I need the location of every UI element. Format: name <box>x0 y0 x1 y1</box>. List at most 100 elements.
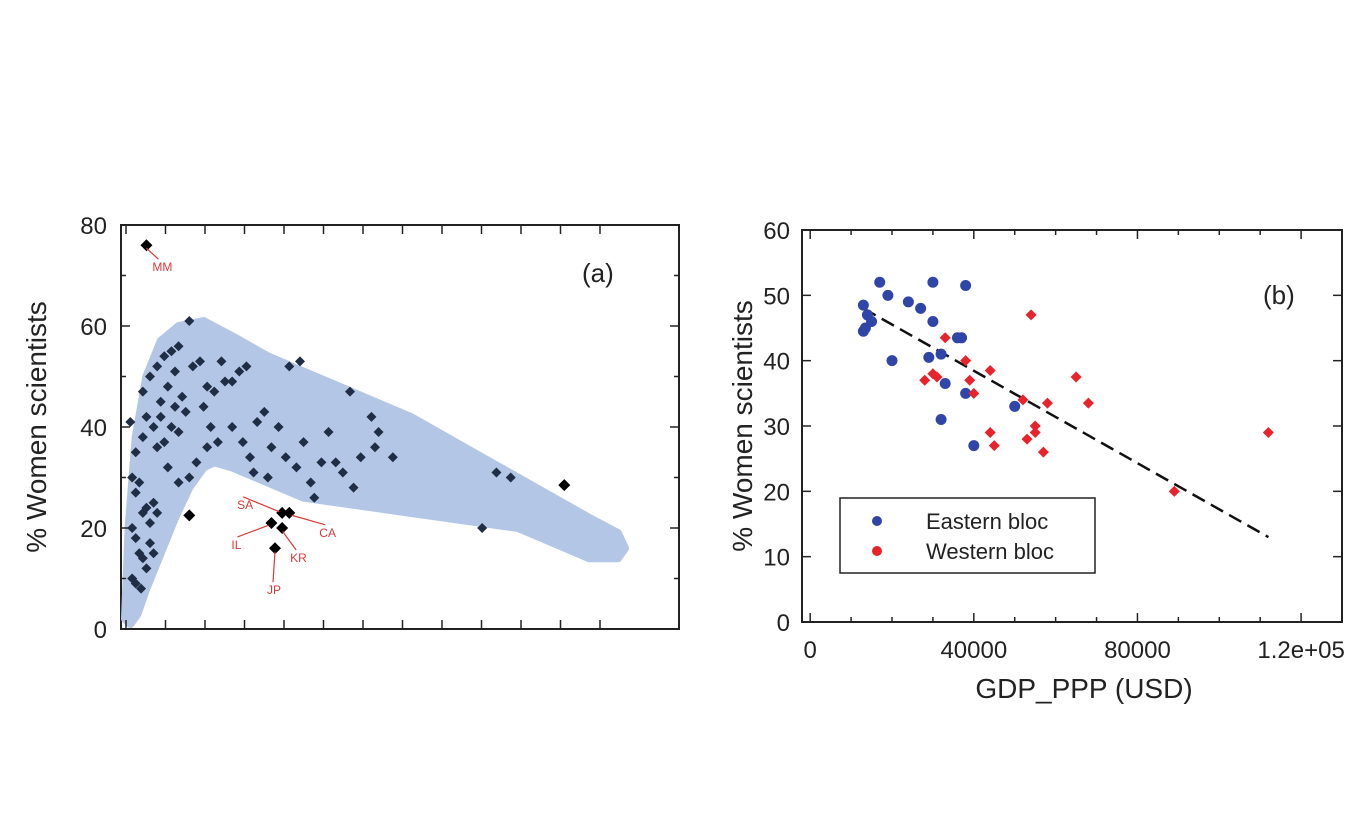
panel-a-point <box>127 523 138 533</box>
panel-a-annotation: MM <box>152 260 172 274</box>
panel-a-point <box>227 376 238 387</box>
panel-a-point <box>130 447 141 458</box>
panel-a-label: (a) <box>582 258 614 288</box>
panel-b-label: (b) <box>1263 280 1295 310</box>
panel-a-annotation: IL <box>231 538 241 552</box>
panel-a-point <box>173 477 184 488</box>
panel-b-ticks: 0 10 20 30 40 50 60 0 40000 80000 1.2e+05 <box>763 218 1345 664</box>
panel-b-point-eastern <box>968 440 980 452</box>
panel-a-point <box>152 507 163 518</box>
panel-a-point <box>184 472 195 483</box>
legend-label-western: Western bloc <box>926 539 1054 564</box>
panel-a-point <box>273 422 284 432</box>
panel-a-point <box>127 472 138 483</box>
panel-a-point <box>180 406 191 417</box>
panel-b-point-eastern <box>915 302 927 314</box>
panel-b-xtick-label: 1.2e+05 <box>1257 637 1344 664</box>
panel-b-xtick-label: 0 <box>804 637 817 664</box>
panel-b-point-eastern <box>939 378 951 390</box>
panel-b-point-eastern <box>882 289 894 301</box>
panel-a-point <box>366 411 377 422</box>
panel-b-point-western <box>1070 371 1082 383</box>
panel-a-highlight-point <box>276 506 289 519</box>
panel-a-point <box>162 381 173 392</box>
panel-a-point <box>148 497 159 508</box>
panel-a-point <box>316 457 327 468</box>
panel-a-point <box>373 427 384 438</box>
panel-a-point <box>195 356 205 367</box>
panel-a-point <box>141 502 152 513</box>
panel-a-points <box>125 315 516 594</box>
panel-a-point <box>248 467 259 478</box>
panel-a-highlight-point <box>558 479 571 492</box>
panel-b-point-eastern <box>1009 400 1021 412</box>
panel-b-point-eastern <box>927 315 939 327</box>
panel-a-annotation-arrow <box>237 524 269 538</box>
panel-a-ylabel: % Women scientists <box>21 301 52 553</box>
panel-b-point-western <box>1082 397 1094 409</box>
panel-a-point <box>166 422 177 432</box>
panel-b-point-western <box>984 364 996 376</box>
panel-b-ytick-label: 0 <box>777 610 790 637</box>
panel-b-point-eastern <box>927 276 939 288</box>
panel-a-point <box>177 391 188 402</box>
panel-b-ytick-label: 10 <box>763 545 790 572</box>
panel-a-point <box>245 452 255 463</box>
panel-a-point <box>130 578 141 589</box>
panel-b-points <box>857 276 1274 497</box>
panel-a-band <box>121 317 629 628</box>
panel-b-point-western <box>1021 433 1033 445</box>
panel-a-point <box>137 432 148 443</box>
panel-a-point <box>370 442 380 453</box>
panel-a-point <box>170 401 180 412</box>
panel-b-point-western <box>960 355 972 367</box>
panel-b-point-western <box>984 427 996 439</box>
panel-b-ytick-label: 50 <box>763 283 790 310</box>
panel-b-ytick-label: 40 <box>763 349 790 376</box>
panel-a-point <box>162 462 173 473</box>
panel-b-point-eastern <box>960 280 972 292</box>
panel-b-point-eastern <box>923 351 935 363</box>
panel-b-point-western <box>931 371 943 383</box>
panel-a-point <box>136 583 147 594</box>
panel-a-point <box>348 482 359 493</box>
panel-b-point-western <box>988 440 1000 452</box>
panel-a-annotation-arrow <box>272 551 276 583</box>
panel-a-point <box>173 427 184 438</box>
panel-a-point <box>148 422 159 432</box>
panel-b-point-western <box>968 387 980 399</box>
panel-a-point <box>477 523 488 533</box>
panel-b-point-eastern <box>886 355 898 367</box>
panel-a-point <box>159 351 170 362</box>
panel-a-point <box>198 401 209 412</box>
panel-b-xtick-label: 80000 <box>1104 637 1171 664</box>
panel-a-point <box>234 366 245 377</box>
panel-a-point <box>202 442 213 453</box>
panel-a-point <box>220 376 230 387</box>
panel-a-point <box>227 422 238 432</box>
panel-b-point-western <box>1037 446 1049 458</box>
panel-a-point <box>130 533 141 544</box>
panel-b-point-western <box>1017 394 1029 406</box>
panel-a-point <box>330 457 341 468</box>
panel-a-annotation: KR <box>290 551 307 565</box>
panel-a-point <box>152 442 163 453</box>
panel-b-point-western <box>919 374 931 386</box>
panel-a-point <box>295 356 305 367</box>
panel-a-point <box>148 548 159 559</box>
panel-b-legend: Eastern bloc Western bloc <box>839 497 1096 574</box>
legend-box <box>839 497 1096 574</box>
panel-a-ytick-label: 20 <box>80 516 107 543</box>
panel-b-point-western <box>939 332 951 344</box>
panel-b-point-western <box>1168 485 1180 497</box>
panel-a-point <box>309 492 320 503</box>
panel-a-point <box>237 437 248 448</box>
legend-marker-eastern <box>872 516 882 526</box>
panel-b-point-eastern <box>857 299 869 311</box>
panel-a-point <box>191 457 202 468</box>
panel-a-point <box>184 315 195 326</box>
panel-a-annotation: JP <box>267 583 281 597</box>
panel-a-ytick-label: 0 <box>94 617 107 644</box>
panel-a-highlights: MM SA CA IL KR JP <box>140 239 571 597</box>
